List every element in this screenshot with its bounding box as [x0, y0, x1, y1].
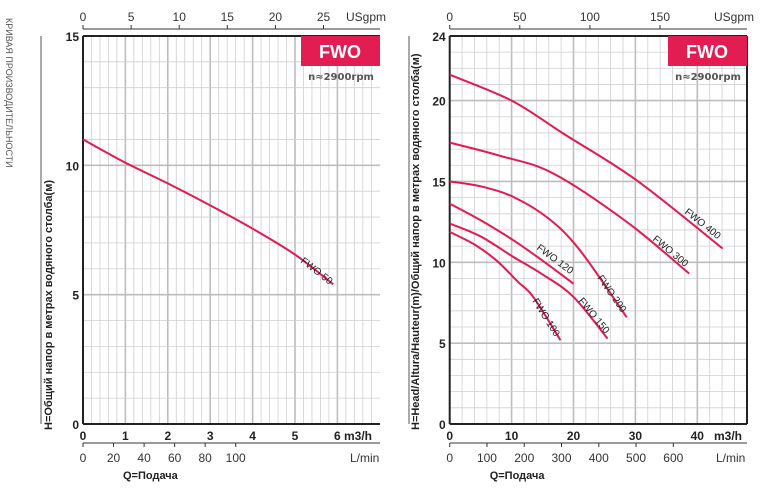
side-title: КРИВАЯ ПРОИЗВОДИТЕЛЬНОСТИ: [4, 18, 14, 168]
curve-fwo-300: [449, 141, 690, 275]
usgpm-unit-label: USgpm: [346, 10, 386, 24]
usgpm-unit-label: USgpm: [714, 10, 754, 24]
x-tick-label: 6: [334, 429, 341, 443]
usgpm-tick-label: 0: [446, 10, 453, 24]
lmin-tick-label: 100: [477, 451, 497, 465]
brand-badge-text: FWO: [686, 42, 728, 62]
x-tick-label: 0: [446, 429, 453, 443]
lmin-tick-label: 100: [226, 451, 246, 465]
speed-label: n≈2900rpm: [675, 72, 741, 83]
lmin-tick-label: 0: [446, 451, 453, 465]
curve-fwo-400: [449, 73, 724, 250]
curve-fwo-100: [449, 231, 562, 341]
usgpm-tick-label: 0: [80, 10, 87, 24]
x-tick-label: 2: [164, 429, 171, 443]
lmin-unit-label: L/min: [716, 451, 745, 465]
curve-label: FWO 150: [576, 296, 612, 336]
x-tick-label: 30: [629, 429, 643, 443]
lmin-tick-label: 80: [198, 451, 212, 465]
brand-badge: [668, 36, 747, 66]
x-tick-label: 5: [292, 429, 299, 443]
x-axis-title: Q=Подача: [490, 470, 546, 482]
lmin-tick-label: 40: [137, 451, 151, 465]
y-tick-label: 20: [432, 95, 446, 109]
y-tick-label: 10: [66, 159, 80, 173]
x-tick-label: 4: [249, 429, 256, 443]
usgpm-tick-label: 20: [269, 10, 283, 24]
usgpm-tick-label: 25: [317, 10, 331, 24]
curve-label: FWO 400: [682, 207, 723, 242]
x-tick-label: 1: [122, 429, 129, 443]
y-tick-label: 24: [432, 30, 446, 44]
lmin-tick-label: 20: [107, 451, 121, 465]
x-tick-label: 20: [567, 429, 581, 443]
curve-label: FWO 300: [650, 234, 690, 270]
curve-fwo-150: [449, 222, 609, 340]
curve-fwo-50: [82, 138, 334, 286]
usgpm-tick-label: 50: [513, 10, 527, 24]
x-axis-title: Q=Подача: [123, 470, 179, 482]
speed-label: n≈2900rpm: [308, 72, 374, 83]
usgpm-tick-label: 5: [128, 10, 135, 24]
lmin-tick-label: 0: [80, 451, 87, 465]
usgpm-tick-label: 10: [173, 10, 187, 24]
lmin-tick-label: 200: [514, 451, 534, 465]
y-tick-label: 15: [66, 30, 80, 44]
y-tick-label: 0: [439, 418, 446, 432]
x-tick-label: 3: [207, 429, 214, 443]
curve-label: FWO 100: [529, 297, 561, 339]
lmin-tick-label: 60: [168, 451, 182, 465]
lmin-tick-label: 600: [663, 451, 683, 465]
brand-badge: [301, 36, 380, 66]
usgpm-tick-label: 15: [221, 10, 235, 24]
brand-badge-text: FWO: [319, 42, 361, 62]
x-unit-label: m3/h: [714, 429, 742, 443]
lmin-unit-label: L/min: [350, 451, 379, 465]
x-unit-label: m3/h: [344, 429, 372, 443]
lmin-tick-label: 500: [626, 451, 646, 465]
curve-fwo-120: [449, 202, 575, 285]
x-tick-label: 0: [80, 429, 87, 443]
y-axis-title: H=Общий напор в метрах водяного столба(м…: [43, 180, 55, 430]
y-tick-label: 15: [432, 175, 446, 189]
lmin-tick-label: 400: [589, 451, 609, 465]
x-tick-label: 10: [505, 429, 519, 443]
y-tick-label: 10: [432, 256, 446, 270]
y-tick-label: 5: [439, 337, 446, 351]
y-tick-label: 5: [72, 289, 79, 303]
usgpm-tick-label: 150: [650, 10, 670, 24]
x-tick-label: 40: [691, 429, 705, 443]
lmin-tick-label: 300: [551, 451, 571, 465]
y-axis-title: H=Head/Altura/Hauteur(m)/Общий напор в м…: [410, 53, 422, 430]
usgpm-tick-label: 100: [580, 10, 600, 24]
curve-fwo-200: [449, 180, 628, 318]
y-tick-label: 0: [72, 418, 79, 432]
